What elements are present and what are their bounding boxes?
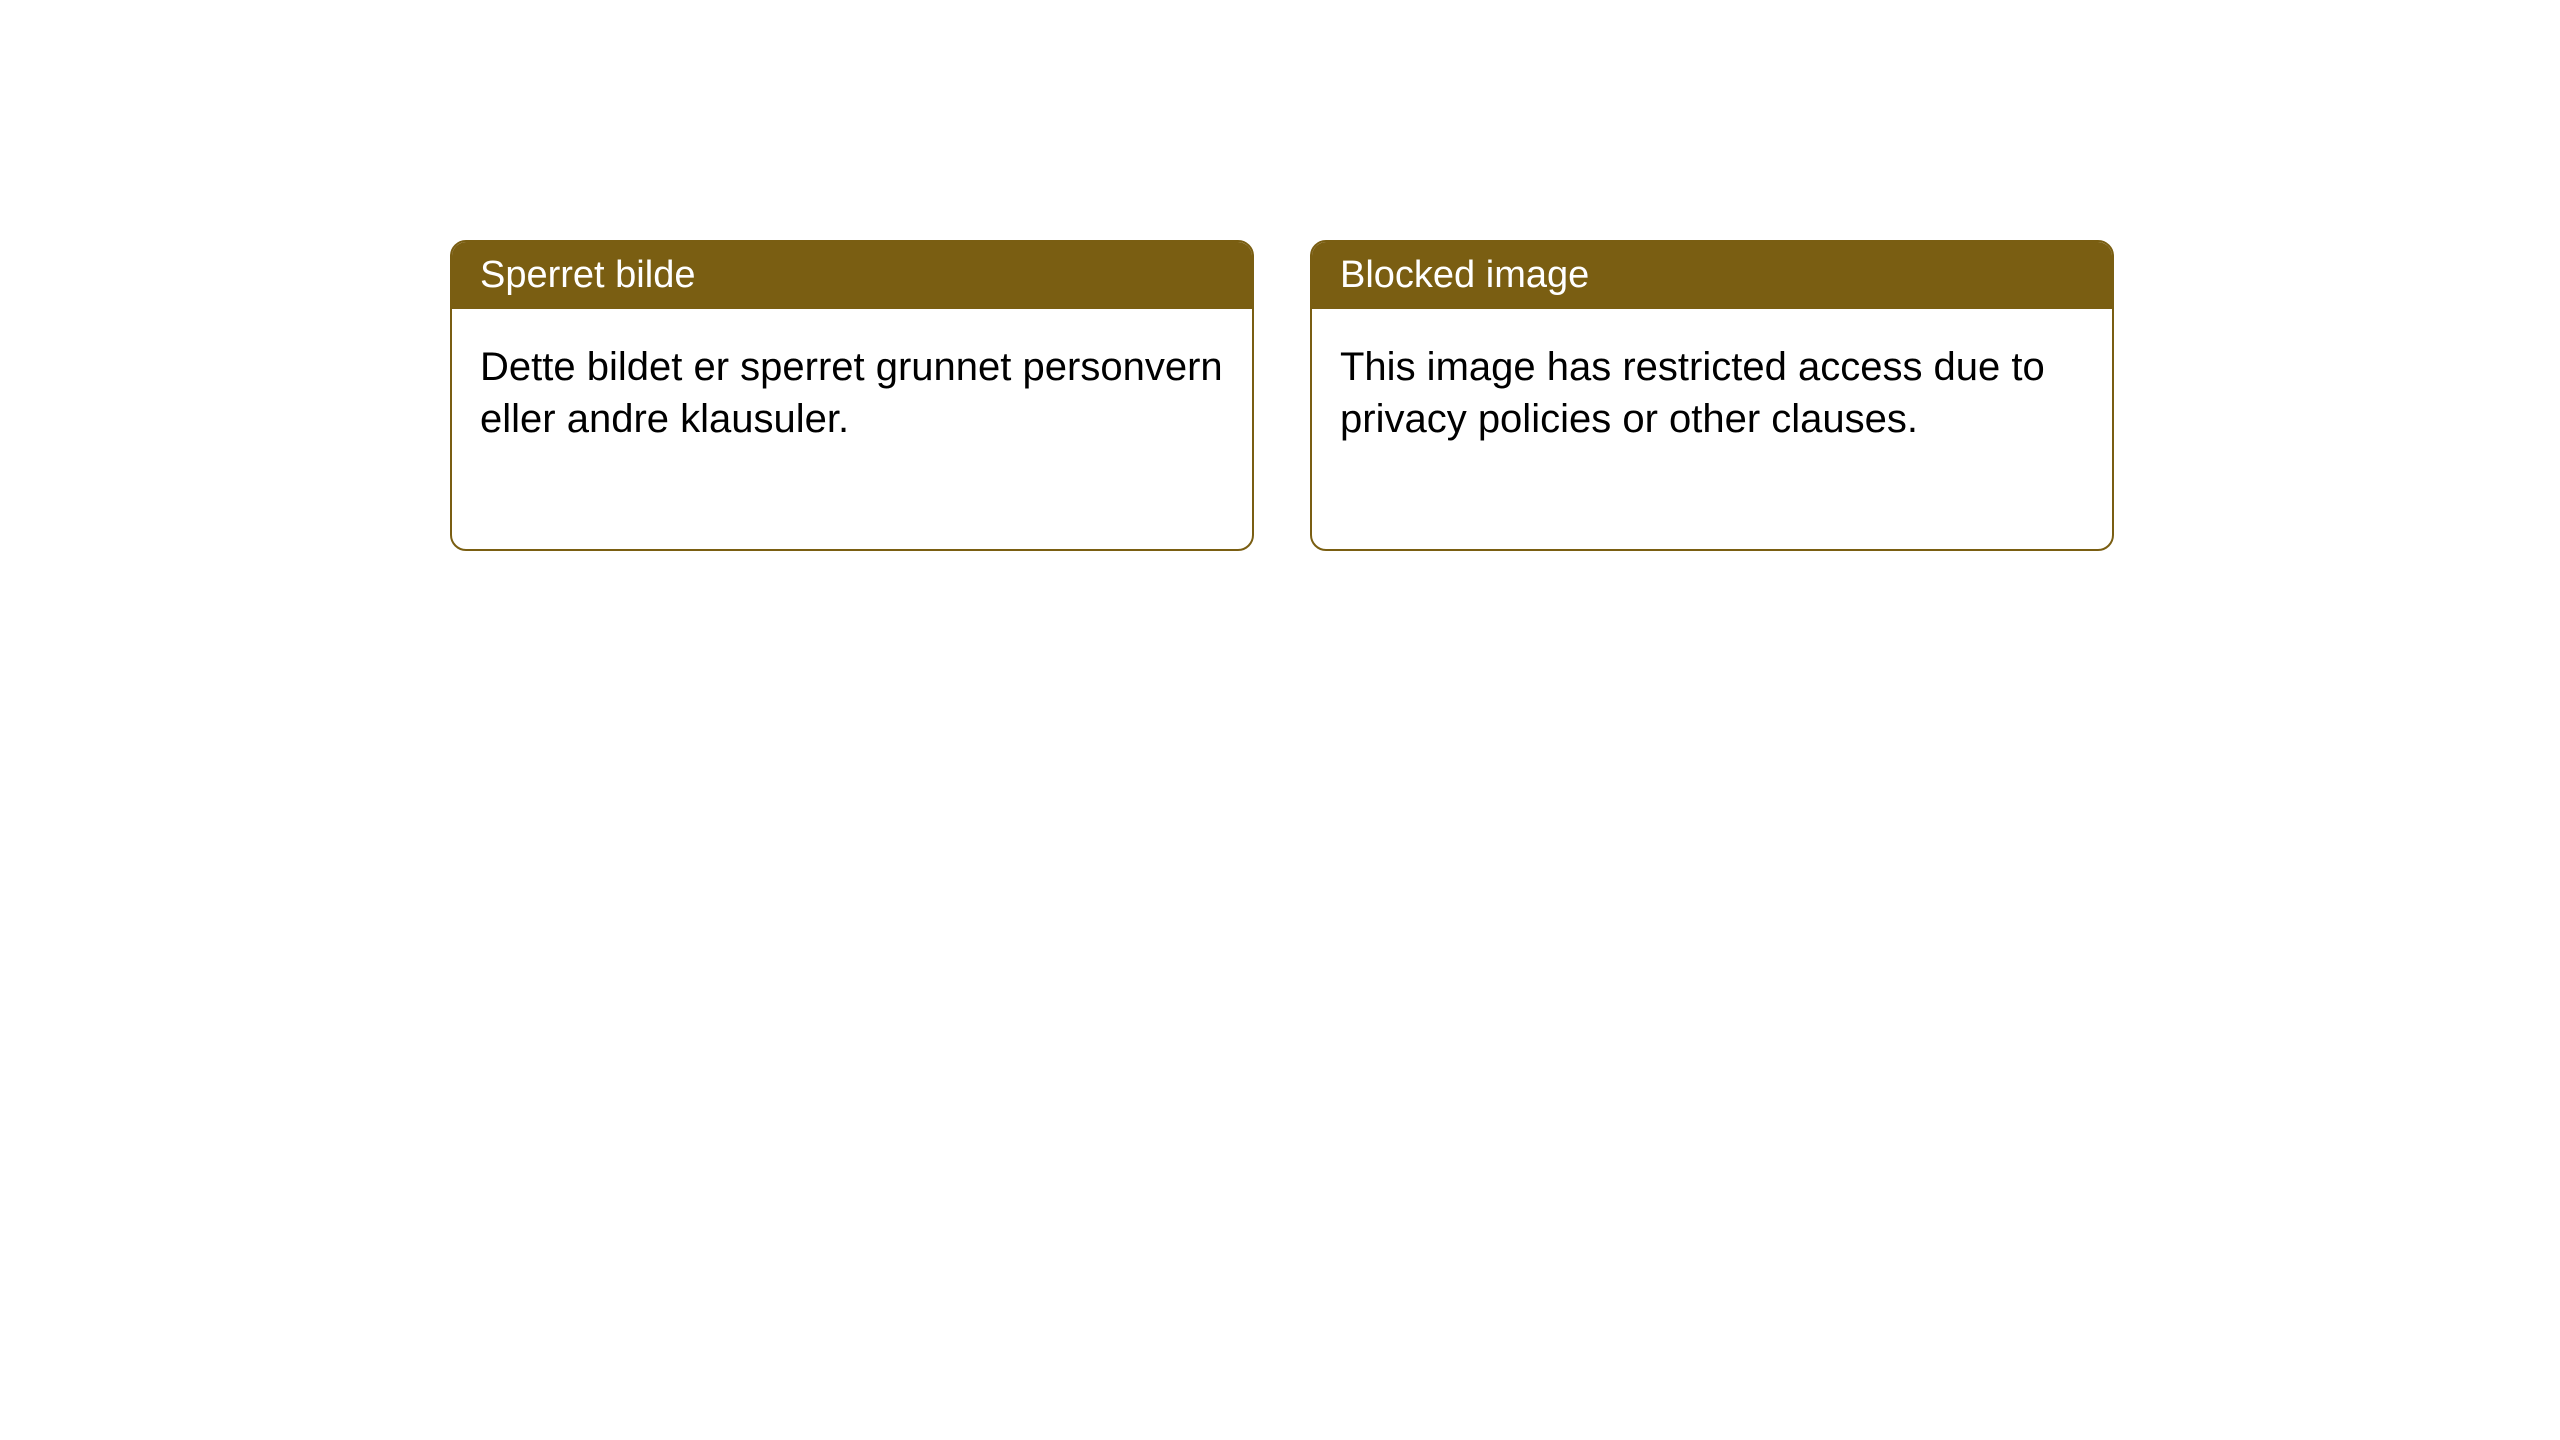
notice-card-norwegian: Sperret bilde Dette bildet er sperret gr… [450, 240, 1254, 551]
notice-header: Blocked image [1312, 242, 2112, 309]
notice-body: Dette bildet er sperret grunnet personve… [452, 309, 1252, 549]
notice-header: Sperret bilde [452, 242, 1252, 309]
notice-container: Sperret bilde Dette bildet er sperret gr… [0, 0, 2560, 551]
notice-card-english: Blocked image This image has restricted … [1310, 240, 2114, 551]
notice-body: This image has restricted access due to … [1312, 309, 2112, 549]
